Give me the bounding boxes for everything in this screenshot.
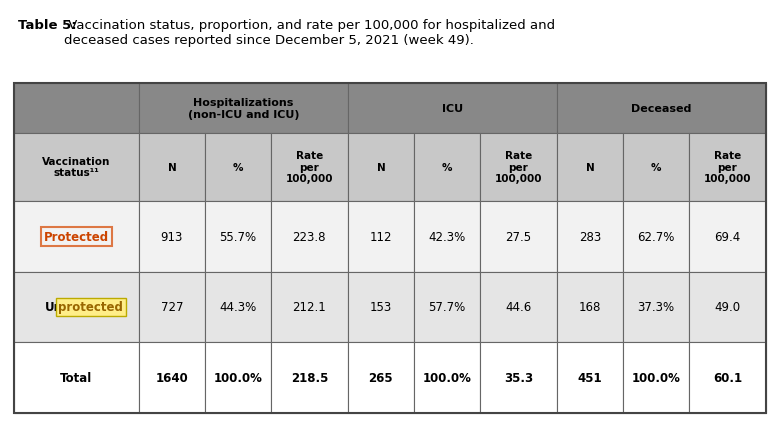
- Text: 727: 727: [161, 301, 183, 314]
- Text: protected: protected: [58, 301, 123, 314]
- Bar: [414, 272, 480, 343]
- Bar: [689, 133, 766, 201]
- Bar: [139, 343, 205, 413]
- Bar: [414, 343, 480, 413]
- Text: N: N: [377, 162, 385, 172]
- Text: Un: Un: [44, 301, 62, 314]
- Bar: [689, 272, 766, 343]
- Text: Table 5:: Table 5:: [18, 19, 76, 32]
- Text: 112: 112: [370, 230, 392, 243]
- Bar: [271, 272, 348, 343]
- Text: 44.3%: 44.3%: [219, 301, 257, 314]
- Text: 153: 153: [370, 301, 392, 314]
- Bar: [14, 133, 139, 201]
- Bar: [348, 201, 414, 272]
- Text: Protected: Protected: [44, 230, 109, 243]
- Text: 100.0%: 100.0%: [214, 371, 262, 384]
- Text: 451: 451: [578, 371, 602, 384]
- Bar: [480, 201, 557, 272]
- Text: 69.4: 69.4: [714, 230, 740, 243]
- Bar: [14, 201, 139, 272]
- Text: 1640: 1640: [155, 371, 188, 384]
- Text: %: %: [651, 162, 661, 172]
- Bar: [139, 272, 205, 343]
- Bar: [139, 201, 205, 272]
- Bar: [205, 343, 271, 413]
- Bar: [557, 272, 623, 343]
- Bar: [480, 272, 557, 343]
- Bar: [139, 133, 205, 201]
- Text: N: N: [168, 162, 176, 172]
- Text: 44.6: 44.6: [505, 301, 531, 314]
- Bar: [689, 201, 766, 272]
- Text: N: N: [586, 162, 594, 172]
- Text: Rate
per
100,000: Rate per 100,000: [704, 151, 751, 184]
- Text: 218.5: 218.5: [291, 371, 328, 384]
- Bar: [348, 343, 414, 413]
- Text: 265: 265: [369, 371, 393, 384]
- Bar: [480, 343, 557, 413]
- Bar: [557, 201, 623, 272]
- Text: 35.3: 35.3: [504, 371, 533, 384]
- Text: 100.0%: 100.0%: [422, 371, 471, 384]
- Bar: [348, 272, 414, 343]
- Bar: [205, 272, 271, 343]
- Bar: [689, 343, 766, 413]
- Text: 57.7%: 57.7%: [428, 301, 466, 314]
- Bar: [14, 343, 139, 413]
- Bar: [348, 133, 414, 201]
- Text: 223.8: 223.8: [292, 230, 326, 243]
- Text: 168: 168: [579, 301, 601, 314]
- Text: ICU: ICU: [442, 103, 463, 113]
- Bar: [14, 84, 139, 133]
- Bar: [414, 133, 480, 201]
- Bar: [414, 201, 480, 272]
- Bar: [205, 201, 271, 272]
- Bar: [139, 84, 348, 133]
- Text: Hospitalizations
(non-ICU and ICU): Hospitalizations (non-ICU and ICU): [188, 98, 300, 119]
- Bar: [271, 201, 348, 272]
- Text: 49.0: 49.0: [714, 301, 740, 314]
- Text: Deceased: Deceased: [631, 103, 692, 113]
- Bar: [557, 343, 623, 413]
- Text: 27.5: 27.5: [505, 230, 531, 243]
- Bar: [14, 84, 766, 413]
- Text: 100.0%: 100.0%: [631, 371, 680, 384]
- Bar: [623, 201, 689, 272]
- Text: 60.1: 60.1: [713, 371, 742, 384]
- Bar: [271, 133, 348, 201]
- Text: Total: Total: [60, 371, 93, 384]
- Text: 62.7%: 62.7%: [637, 230, 675, 243]
- Text: %: %: [441, 162, 452, 172]
- Text: Rate
per
100,000: Rate per 100,000: [285, 151, 333, 184]
- Text: 212.1: 212.1: [292, 301, 326, 314]
- Text: Rate
per
100,000: Rate per 100,000: [495, 151, 542, 184]
- Bar: [623, 343, 689, 413]
- Bar: [205, 133, 271, 201]
- Bar: [557, 133, 623, 201]
- Text: 283: 283: [579, 230, 601, 243]
- Text: Vaccination
status¹¹: Vaccination status¹¹: [42, 156, 111, 178]
- Bar: [14, 272, 139, 343]
- Bar: [623, 272, 689, 343]
- Bar: [271, 343, 348, 413]
- Bar: [348, 84, 557, 133]
- Text: 55.7%: 55.7%: [219, 230, 257, 243]
- Text: 913: 913: [161, 230, 183, 243]
- Text: 42.3%: 42.3%: [428, 230, 466, 243]
- Text: %: %: [232, 162, 243, 172]
- Bar: [480, 133, 557, 201]
- Bar: [623, 133, 689, 201]
- Text: Vaccination status, proportion, and rate per 100,000 for hospitalized and
deceas: Vaccination status, proportion, and rate…: [64, 19, 555, 47]
- Bar: [557, 84, 766, 133]
- Text: 37.3%: 37.3%: [637, 301, 675, 314]
